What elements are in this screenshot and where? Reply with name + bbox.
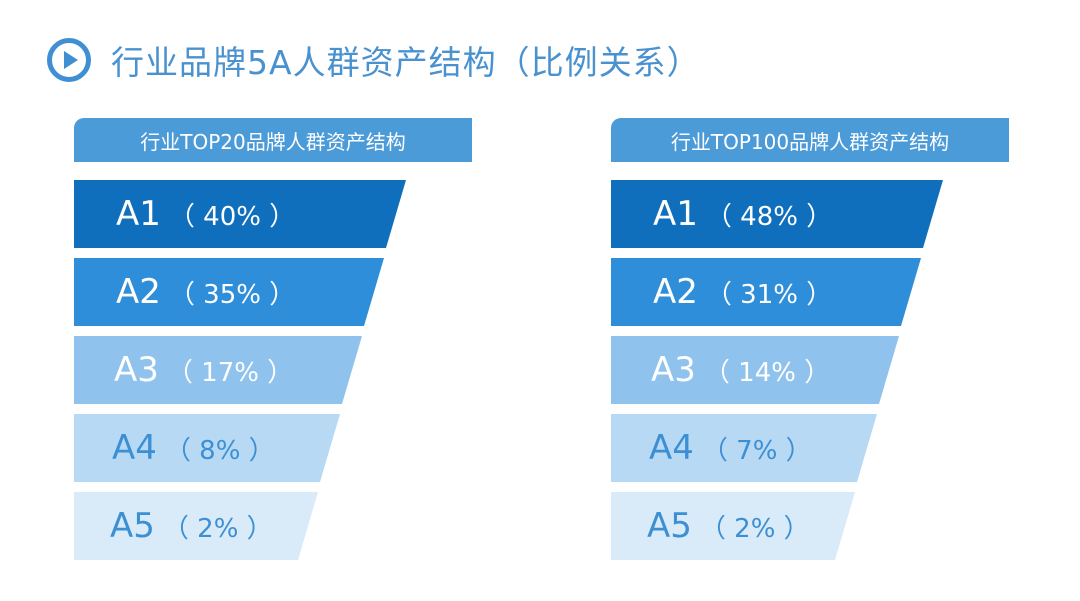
tier-a1: A1 （ 48% ） [611, 180, 943, 248]
page-title: 行业品牌5A人群资产结构（比例关系） [111, 43, 701, 82]
tier-code: A2 [653, 272, 698, 312]
tier-a2: A2 （ 35% ） [74, 258, 384, 326]
tier-percent: （ 48% ） [705, 201, 833, 232]
tier-code: A4 [112, 428, 157, 468]
tier-percent: （ 31% ） [705, 279, 833, 310]
tier-code: A3 [651, 350, 696, 390]
tier-a3: A3 （ 17% ） [74, 336, 362, 404]
tier-percent: （ 35% ） [168, 279, 296, 310]
tier-code: A2 [116, 272, 161, 312]
panel-top100: 行业TOP100品牌人群资产结构 A1 （ 48% ） A2 （ 31% ） A… [611, 118, 1011, 563]
tier-code: A4 [649, 428, 694, 468]
tier-percent: （ 2% ） [699, 513, 810, 544]
tier-percent: （ 8% ） [164, 435, 275, 466]
tier-a5: A5 （ 2% ） [74, 492, 318, 560]
tier-percent: （ 2% ） [162, 513, 273, 544]
tier-a2: A2 （ 31% ） [611, 258, 921, 326]
tier-code: A3 [114, 350, 159, 390]
tier-percent: （ 7% ） [701, 435, 812, 466]
panel-header: 行业TOP20品牌人群资产结构 [74, 118, 472, 162]
panel-header: 行业TOP100品牌人群资产结构 [611, 118, 1009, 162]
tier-percent: （ 14% ） [703, 357, 831, 388]
tier-a5: A5 （ 2% ） [611, 492, 855, 560]
tier-code: A5 [647, 506, 692, 546]
tier-a1: A1 （ 40% ） [74, 180, 406, 248]
tier-code: A1 [653, 194, 698, 234]
title-row: 行业品牌5A人群资产结构（比例关系） [46, 36, 701, 84]
tier-a4: A4 （ 7% ） [611, 414, 877, 482]
tier-percent: （ 17% ） [166, 357, 294, 388]
tier-code: A1 [116, 194, 161, 234]
tier-code: A5 [110, 506, 155, 546]
tier-a3: A3 （ 14% ） [611, 336, 899, 404]
panel-top20: 行业TOP20品牌人群资产结构 A1 （ 40% ） A2 （ 35% ） A3… [74, 118, 474, 563]
play-circle-icon [47, 38, 91, 82]
tier-percent: （ 40% ） [168, 201, 296, 232]
tier-a4: A4 （ 8% ） [74, 414, 340, 482]
